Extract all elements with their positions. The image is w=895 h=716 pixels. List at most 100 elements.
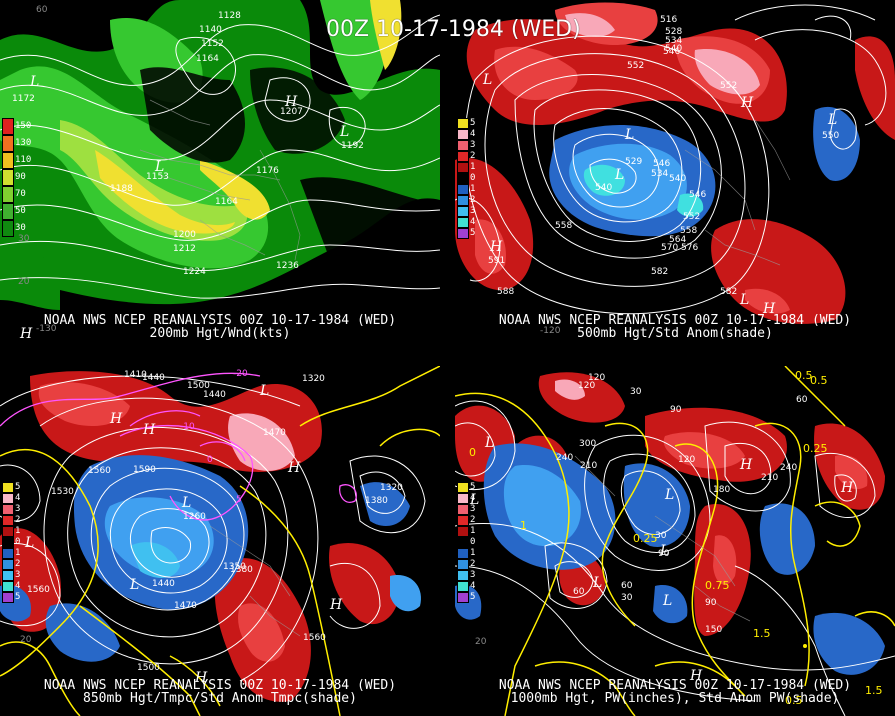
caption-line-field: 1000mb Hgt, PW(inches), Std Anom PW(shad… — [510, 691, 840, 706]
scale-label: 2 — [470, 559, 476, 569]
caption-line-field: 200mb Hgt/Wnd(kts) — [149, 326, 291, 341]
edge-coordinate-label: 20 — [475, 637, 487, 647]
scale-label: 4 — [470, 581, 476, 591]
scale-label: 3 — [470, 206, 476, 216]
scale-label: 5 — [470, 228, 476, 238]
caption-1000mb: NOAA NWS NCEP REANALYSIS 00Z 10-17-1984 … — [455, 679, 895, 705]
contour-label: 60 — [573, 587, 585, 597]
scale-label: 2 — [470, 195, 476, 205]
contour-label: 1410 — [124, 370, 147, 380]
contour-label: 1224 — [183, 267, 206, 277]
scale-swatch — [2, 559, 14, 570]
scale-label: 5 — [15, 482, 21, 492]
contour-label: 1200 — [173, 230, 196, 240]
contour-label: 550 — [822, 131, 840, 141]
map-200mb-graphic — [0, 0, 440, 350]
low-pressure-marker: L — [30, 74, 40, 90]
scale-swatch — [2, 504, 14, 515]
scale-swatch — [457, 504, 469, 515]
contour-label: 546 — [689, 190, 707, 200]
high-pressure-marker: H — [288, 460, 301, 476]
contour-label: 591 — [488, 256, 506, 266]
caption-850mb: NOAA NWS NCEP REANALYSIS 00Z 10-17-1984 … — [0, 679, 440, 705]
contour-label: 1153 — [146, 172, 169, 182]
contour-label: 552 — [720, 81, 738, 91]
scale-swatch — [457, 548, 469, 559]
contour-label: 0.5 — [795, 369, 813, 382]
caption-500mb: NOAA NWS NCEP REANALYSIS 00Z 10-17-1984 … — [455, 314, 895, 340]
contour-label: 120 — [578, 381, 596, 391]
scale-swatch — [457, 184, 469, 195]
scale-label: 110 — [15, 155, 32, 165]
scale-label: 3 — [470, 140, 476, 150]
contour-label: 1500 — [187, 381, 210, 391]
low-pressure-marker: L — [483, 72, 493, 88]
scale-label: 4 — [470, 217, 476, 227]
contour-label: 1320 — [380, 483, 403, 493]
contour-label: 1140 — [199, 25, 222, 35]
low-pressure-marker: L — [155, 159, 165, 175]
edge-coordinate-label: 20 — [18, 277, 30, 287]
map-panel-850mb — [0, 366, 440, 716]
caption-line-source: NOAA NWS NCEP REANALYSIS 00Z 10-17-1984 … — [43, 313, 397, 328]
contour-label: 1207 — [280, 107, 303, 117]
scale-swatch — [457, 581, 469, 592]
contour-label: 0.5 — [785, 694, 803, 707]
low-pressure-marker: L — [665, 487, 675, 503]
contour-label: 0.5 — [810, 374, 828, 387]
scale-swatch — [2, 135, 14, 152]
contour-label: 564 — [669, 235, 687, 245]
scale-label: 70 — [15, 189, 26, 199]
scale-swatch — [457, 537, 469, 548]
contour-label: 1236 — [276, 261, 299, 271]
scale-label: 1 — [15, 548, 21, 558]
high-pressure-marker: H — [490, 239, 503, 255]
contour-label: 1500 — [137, 663, 160, 673]
scale-label: 4 — [470, 493, 476, 503]
contour-label: 5 — [236, 495, 242, 505]
scale-swatch — [457, 162, 469, 173]
scale-swatch — [2, 548, 14, 559]
scale-swatch — [2, 482, 14, 493]
edge-coordinate-label: -130 — [36, 324, 57, 334]
contour-label: 1440 — [152, 579, 175, 589]
contour-label: 60 — [796, 395, 808, 405]
contour-label: 90 — [658, 549, 670, 559]
low-pressure-marker: L — [340, 124, 350, 140]
scale-label: 2 — [470, 515, 476, 525]
contour-label: 120 — [678, 455, 696, 465]
scale-label: 0 — [15, 537, 21, 547]
scale-swatch — [2, 220, 14, 237]
contour-label: 1590 — [133, 465, 156, 475]
scale-swatch — [457, 129, 469, 140]
contour-label: 540 — [669, 174, 687, 184]
contour-label: 1560 — [303, 633, 326, 643]
scale-swatch — [2, 203, 14, 220]
scale-swatch — [457, 217, 469, 228]
contour-label: 1470 — [263, 428, 286, 438]
contour-label: 90 — [670, 405, 682, 415]
scale-swatch — [457, 559, 469, 570]
contour-label: 0 — [207, 455, 213, 465]
contour-label: 90 — [705, 598, 717, 608]
contour-label: -20 — [233, 369, 248, 379]
scale-label: 2 — [15, 515, 21, 525]
scale-label: 4 — [470, 129, 476, 139]
contour-label: 1470 — [174, 601, 197, 611]
contour-label: 546 — [663, 47, 681, 57]
low-pressure-marker: L — [660, 543, 670, 559]
contour-label: 30 — [655, 531, 667, 541]
high-pressure-marker: H — [195, 670, 208, 686]
contour-label: 528 — [665, 27, 683, 37]
scale-label: 3 — [470, 504, 476, 514]
scale-swatch — [457, 228, 469, 239]
contour-label: 180 — [713, 485, 731, 495]
contour-label: 120 — [588, 373, 606, 383]
scale-swatch — [457, 195, 469, 206]
caption-200mb: NOAA NWS NCEP REANALYSIS 00Z 10-17-1984 … — [0, 314, 440, 340]
low-pressure-marker: L — [593, 575, 603, 591]
contour-label: 582 — [651, 267, 669, 277]
scale-swatch — [2, 526, 14, 537]
scale-swatch — [2, 592, 14, 603]
high-pressure-marker: H — [740, 457, 753, 473]
